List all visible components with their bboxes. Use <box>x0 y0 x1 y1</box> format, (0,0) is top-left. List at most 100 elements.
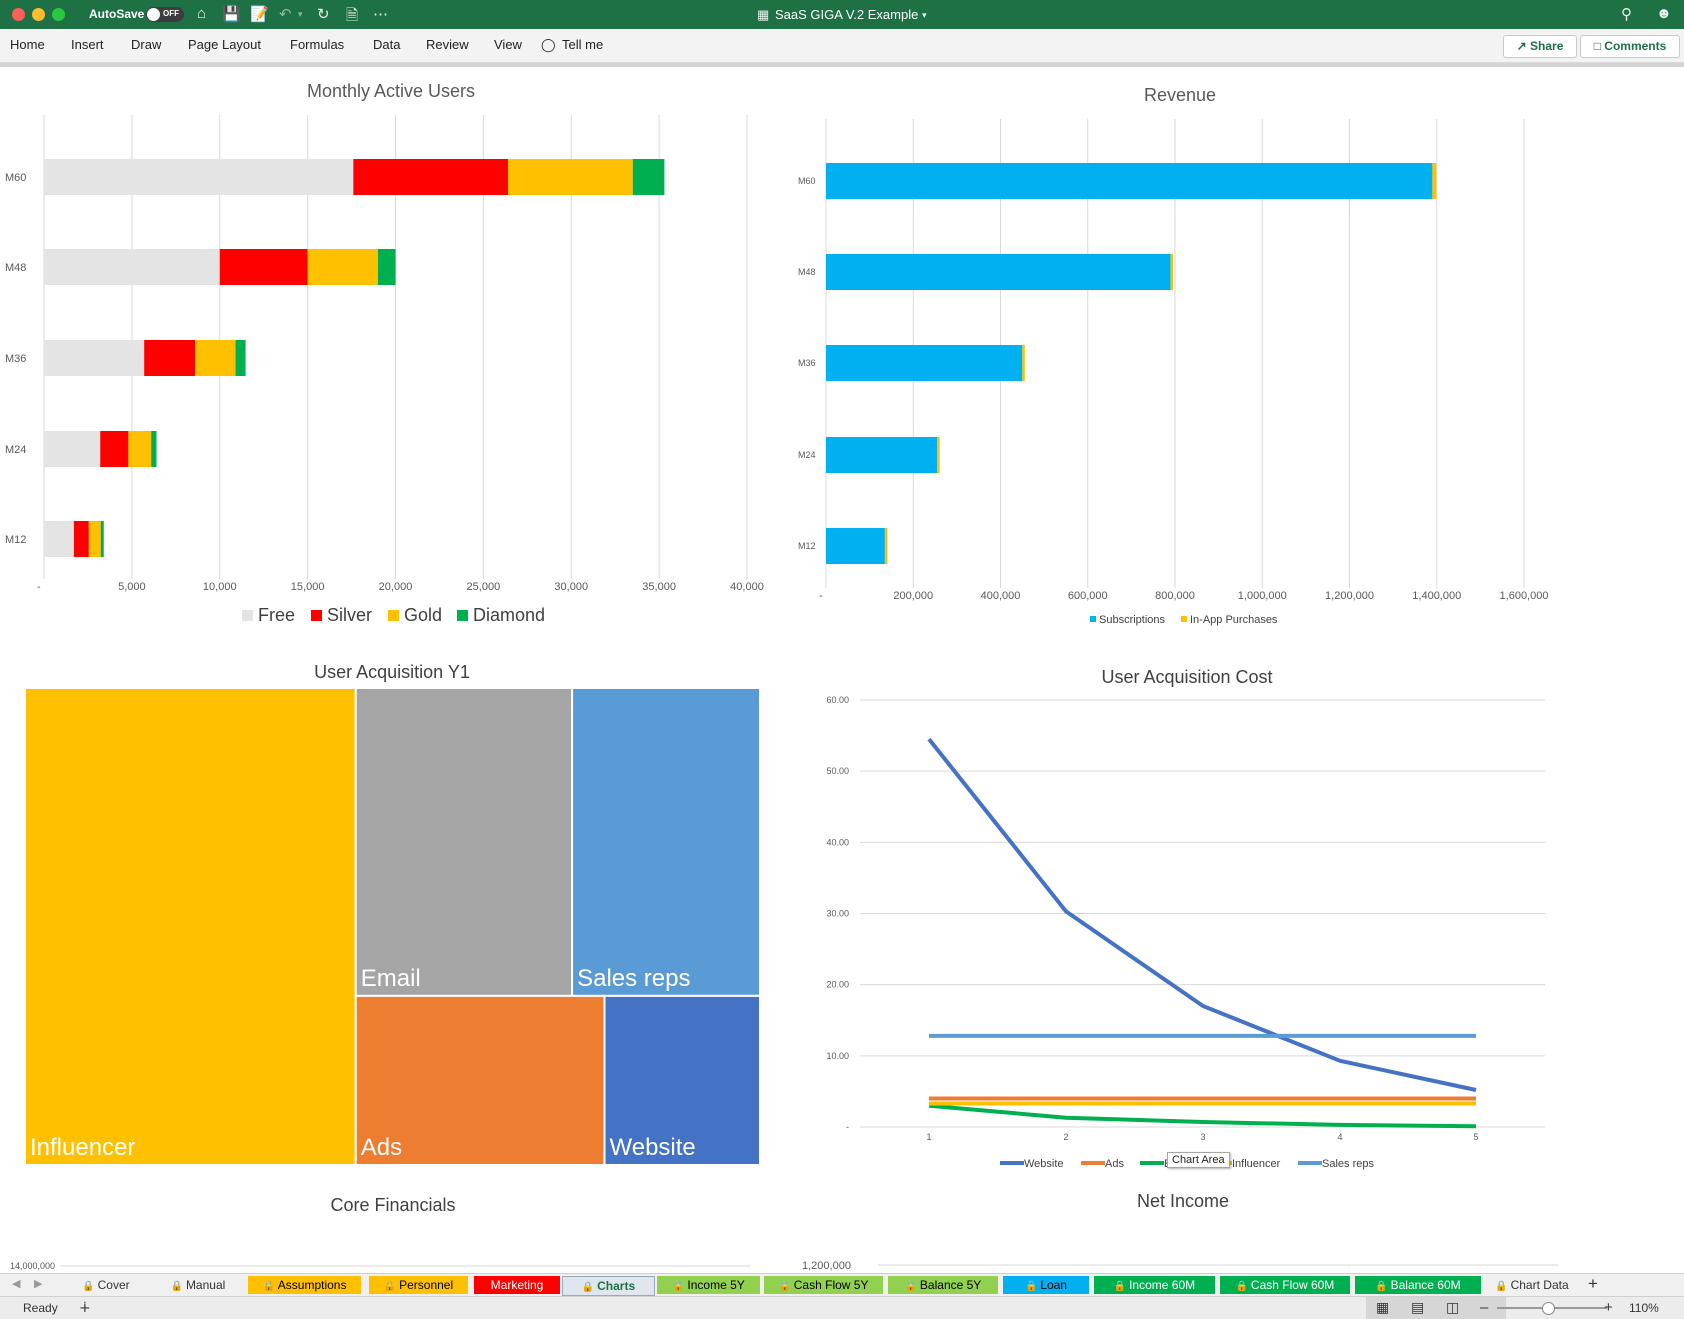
treemap-tile-email <box>354 687 574 997</box>
mau-bar-gold-m24 <box>128 431 152 467</box>
document-title[interactable]: SaaS GIGA V.2 Example <box>775 7 919 22</box>
sheet-tab-personnel[interactable]: 🔒 Personnel <box>369 1276 468 1294</box>
sheet-tab-assumptions[interactable]: 🔒 Assumptions <box>248 1276 361 1294</box>
mau-bar-free-m48 <box>44 249 220 285</box>
revenue-x-tick: 1,400,000 <box>1412 590 1461 602</box>
chart-area-tooltip: Chart Area <box>1167 1152 1230 1168</box>
sheet-tab-label: Assumptions <box>277 1278 347 1292</box>
treemap-tile-influencer <box>24 687 357 1166</box>
sheet-tab-manual[interactable]: 🔒 Manual <box>152 1276 244 1294</box>
add-sheet-button[interactable]: + <box>1588 1274 1598 1293</box>
page-layout-view-icon[interactable]: ▤ <box>1411 1299 1425 1315</box>
menu-formulas[interactable]: Formulas <box>290 37 345 52</box>
lock-icon: 🔒 <box>82 1281 98 1292</box>
mau-bar-free-m36 <box>44 340 145 376</box>
autosave-state: OFF <box>163 9 179 18</box>
sheet-tab-label: Cash Flow 5Y <box>793 1278 869 1292</box>
home-icon[interactable]: ⌂ <box>197 5 207 22</box>
undo-dropdown-icon[interactable]: ▾ <box>298 9 303 19</box>
chart-user-acquisition-y1[interactable]: User Acquisition Y1 Influencer Email Sales… <box>24 662 761 1167</box>
menu-page-layout[interactable]: Page Layout <box>188 37 262 52</box>
share-button[interactable]: ↗ Share <box>1503 35 1577 58</box>
autosave-toggle[interactable]: OFF <box>146 7 184 22</box>
charts-canvas[interactable]: Monthly Active Users M60 M48 M36 M24 M12 - 5,… <box>0 67 1684 1273</box>
treemap-tile-sales-reps <box>571 687 761 997</box>
sheet-tab-loan[interactable]: 🔒 Loan <box>1003 1276 1089 1294</box>
view-buttons: ▦ ▤ ◫ <box>1366 1297 1506 1319</box>
uac-y-tick: 20.00 <box>826 980 849 990</box>
menu-draw[interactable]: Draw <box>131 37 162 52</box>
comment-icon: □ <box>1593 39 1605 53</box>
new-doc-icon[interactable]: 🗎 <box>346 7 359 24</box>
scroll-left-icon[interactable]: ◀ <box>12 1278 21 1290</box>
chart-user-acquisition-cost[interactable]: User Acquisition Cost - 10.00 20.00 30.00 40… <box>826 667 1545 1170</box>
mau-x-tick: 40,000 <box>730 581 764 593</box>
menu-insert[interactable]: Insert <box>71 37 104 52</box>
sheet-tab-marketing[interactable]: Marketing <box>474 1276 560 1294</box>
uac-x-tick: 3 <box>1200 1132 1205 1142</box>
mau-title: Monthly Active Users <box>307 81 475 101</box>
mau-x-tick: 20,000 <box>379 581 413 593</box>
more-icon[interactable]: ⋯ <box>373 6 388 23</box>
mau-bar-silver-m12 <box>73 521 89 557</box>
refresh-icon[interactable]: ↻ <box>317 6 330 23</box>
sheet-tab-label: Cover <box>97 1278 130 1292</box>
sheet-tab-chart-data[interactable]: 🔒 Chart Data <box>1486 1276 1578 1294</box>
lock-icon: 🔒 <box>1113 1281 1130 1292</box>
close-window-button[interactable] <box>12 8 25 21</box>
save-as-icon[interactable]: 📝 <box>250 6 269 23</box>
comments-button[interactable]: □ Comments <box>1580 35 1680 58</box>
mau-y-label-m12: M12 <box>5 534 26 546</box>
mau-x-tick: 35,000 <box>642 581 676 593</box>
sheet-tab-cover[interactable]: 🔒 Cover <box>60 1276 152 1294</box>
mau-legend-gold: Gold <box>404 605 442 625</box>
account-icon[interactable]: ☻ <box>1656 5 1672 22</box>
sheet-tab-income-60m[interactable]: 🔒 Income 60M <box>1094 1276 1215 1294</box>
menu-review[interactable]: Review <box>426 37 469 52</box>
revenue-bar-subscriptions-m60 <box>826 163 1433 199</box>
zoom-out-icon[interactable]: – <box>1480 1299 1489 1316</box>
zoom-slider[interactable] <box>1497 1302 1607 1315</box>
title-chevron-down-icon[interactable]: ▾ <box>922 10 927 20</box>
net-income-y-tick: 1,200,000 <box>802 1260 851 1272</box>
minimize-window-button[interactable] <box>32 8 45 21</box>
chart-core-financials[interactable]: Core Financials 14,000,000 <box>10 1195 750 1271</box>
zoom-window-button[interactable] <box>52 8 65 21</box>
sheet-tab-balance-60m[interactable]: 🔒 Balance 60M <box>1355 1276 1481 1294</box>
sheet-tab-cash-flow-5y[interactable]: 🔒 Cash Flow 5Y <box>764 1276 883 1294</box>
menu-data[interactable]: Data <box>373 37 401 52</box>
undo-icon[interactable]: ↶ <box>279 6 292 23</box>
mau-bar-gold-m36 <box>195 340 236 376</box>
sheet-tab-balance-5y[interactable]: 🔒 Balance 5Y <box>888 1276 998 1294</box>
sheet-tab-cash-flow-60m[interactable]: 🔒 Cash Flow 60M <box>1220 1276 1350 1294</box>
save-icon[interactable]: 💾 <box>222 6 241 23</box>
page-break-view-icon[interactable]: ◫ <box>1446 1299 1460 1315</box>
sheet-tab-charts[interactable]: 🔒 Charts <box>562 1276 655 1296</box>
net-income-title: Net Income <box>1137 1191 1229 1211</box>
accessibility-icon[interactable]: ∔ <box>79 1299 91 1315</box>
comments-label: Comments <box>1604 39 1667 53</box>
mau-bar-silver-m24 <box>100 431 129 467</box>
chart-monthly-active-users[interactable]: Monthly Active Users M60 M48 M36 M24 M12 - 5,… <box>5 81 764 625</box>
mau-x-tick: 5,000 <box>118 581 146 593</box>
zoom-level[interactable]: 110% <box>1629 1301 1659 1315</box>
menu-view[interactable]: View <box>494 37 522 52</box>
zoom-in-icon[interactable]: + <box>1604 1299 1613 1316</box>
menu-home[interactable]: Home <box>10 37 45 52</box>
scroll-right-icon[interactable]: ▶ <box>34 1278 43 1290</box>
zoom-slider-handle[interactable] <box>1542 1302 1555 1315</box>
mau-legend-swatch-diamond <box>457 610 468 621</box>
revenue-bar-subscriptions-m12 <box>826 528 885 564</box>
chart-revenue[interactable]: Revenue M60 M48 M36 M24 M12 - 200,000 400,000 6… <box>798 85 1548 626</box>
mau-y-label-m60: M60 <box>5 172 26 184</box>
share-label: Share <box>1530 39 1564 53</box>
sheet-tab-income-5y[interactable]: 🔒 Income 5Y <box>657 1276 760 1294</box>
revenue-bar-in-app-purchases-m48 <box>1170 254 1174 290</box>
search-icon[interactable]: ⚲ <box>1621 6 1632 23</box>
normal-view-icon[interactable]: ▦ <box>1376 1299 1390 1315</box>
revenue-bar-subscriptions-m36 <box>826 345 1023 381</box>
chart-net-income[interactable]: Net Income 1,200,000 <box>802 1191 1558 1272</box>
sheet-area[interactable]: Monthly Active Users M60 M48 M36 M24 M12 - 5,… <box>0 67 1684 1273</box>
uac-y-tick: 50.00 <box>826 766 849 776</box>
menu-tell-me[interactable]: Tell me <box>562 37 604 52</box>
